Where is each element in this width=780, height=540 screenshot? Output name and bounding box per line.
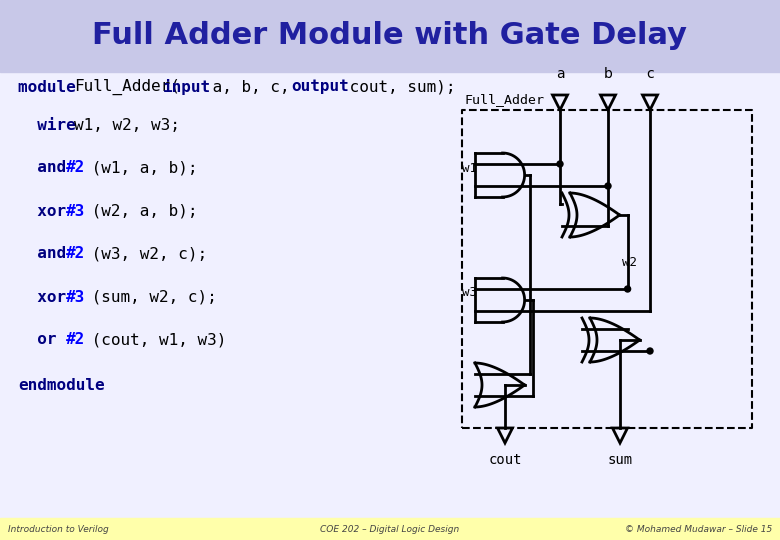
Text: #2: #2: [66, 246, 86, 261]
Text: w1, w2, w3;: w1, w2, w3;: [74, 118, 180, 132]
Text: (sum, w2, c);: (sum, w2, c);: [83, 289, 217, 305]
Text: Full Adder Module with Gate Delay: Full Adder Module with Gate Delay: [93, 22, 687, 51]
Text: (w2, a, b);: (w2, a, b);: [83, 204, 198, 219]
Circle shape: [605, 183, 611, 189]
Text: output: output: [292, 79, 349, 94]
Text: a, b, c,: a, b, c,: [203, 79, 309, 94]
Text: #3: #3: [66, 204, 86, 219]
Text: w1: w1: [462, 161, 477, 174]
Text: wire: wire: [18, 118, 85, 132]
Text: or: or: [18, 333, 76, 348]
Text: #2: #2: [66, 333, 86, 348]
Text: Full_Adder: Full_Adder: [464, 93, 544, 106]
Circle shape: [625, 286, 630, 292]
Text: (cout, w1, w3): (cout, w1, w3): [83, 333, 227, 348]
Text: endmodule: endmodule: [18, 377, 105, 393]
Text: xor: xor: [18, 289, 76, 305]
Text: xor: xor: [18, 204, 76, 219]
Text: (w1, a, b);: (w1, a, b);: [83, 160, 198, 176]
Text: Full_Adder(: Full_Adder(: [74, 79, 180, 95]
Text: b: b: [604, 67, 612, 81]
Bar: [0, 518, 780, 540]
Bar: [0, 0, 780, 72]
Text: #2: #2: [66, 160, 86, 176]
Text: cout: cout: [488, 453, 522, 467]
Text: input: input: [163, 79, 211, 95]
Text: © Mohamed Mudawar – Slide 15: © Mohamed Mudawar – Slide 15: [625, 524, 772, 534]
Text: w3: w3: [462, 286, 477, 299]
Circle shape: [557, 161, 563, 167]
Text: c: c: [646, 67, 654, 81]
Text: Introduction to Verilog: Introduction to Verilog: [8, 524, 108, 534]
Text: sum: sum: [608, 453, 633, 467]
Text: and: and: [18, 246, 76, 261]
Text: a: a: [555, 67, 564, 81]
Text: and: and: [18, 160, 76, 176]
Text: w2: w2: [622, 255, 637, 268]
Text: cout, sum);: cout, sum);: [340, 79, 456, 94]
Text: module: module: [18, 79, 85, 94]
Text: COE 202 – Digital Logic Design: COE 202 – Digital Logic Design: [321, 524, 459, 534]
Text: (w3, w2, c);: (w3, w2, c);: [83, 246, 207, 261]
Circle shape: [647, 348, 653, 354]
Text: #3: #3: [66, 289, 86, 305]
